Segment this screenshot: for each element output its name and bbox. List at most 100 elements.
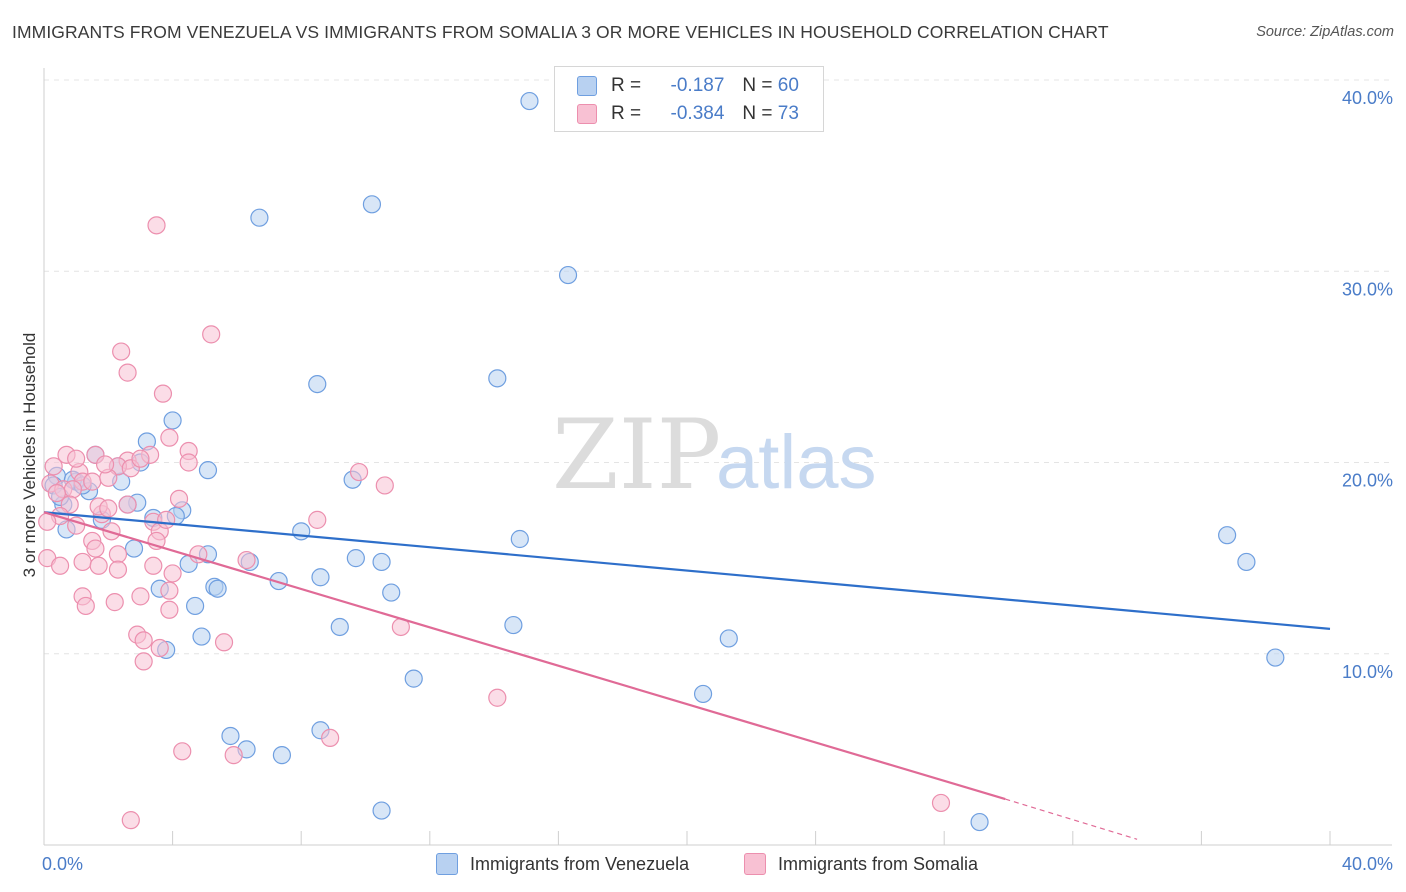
legend-r-label: R = [611, 103, 642, 124]
y-tick-label: 10.0% [1342, 662, 1393, 682]
x-tick-label: 40.0% [1342, 854, 1393, 874]
venezuela-point [362, 195, 382, 214]
venezuela-point [1218, 526, 1237, 545]
venezuela-point [272, 746, 292, 765]
zipatlas-watermark: ZIP atlas [552, 399, 877, 511]
somalia-legend-label: Immigrants from Somalia [778, 853, 979, 874]
somalia-point [157, 510, 176, 529]
somalia-point [121, 811, 140, 830]
venezuela-point [382, 583, 401, 602]
venezuela-point [520, 91, 539, 111]
somalia-point [131, 587, 150, 606]
somalia-trendline [43, 511, 1006, 801]
venezuela-legend-swatch [436, 853, 458, 875]
somalia-legend-swatch [744, 853, 766, 875]
somalia-point [95, 455, 115, 474]
watermark-atlas: atlas [716, 420, 877, 505]
somalia-point [67, 449, 86, 468]
somalia-point [931, 793, 951, 813]
venezuela-point [250, 208, 269, 227]
somalia-point [163, 564, 182, 583]
somalia-point [375, 476, 394, 495]
venezuela-point [372, 801, 391, 820]
somalia-point [83, 472, 102, 491]
y-tick-labels: 10.0% 20.0% 30.0% 40.0% [1342, 88, 1393, 682]
legend-r-label: R = [611, 75, 642, 96]
venezuela-point [719, 629, 738, 648]
somalia-point [202, 325, 221, 344]
venezuela-point [221, 726, 240, 746]
venezuela-point [192, 627, 211, 646]
somalia-point [150, 638, 169, 658]
somalia-point [73, 552, 92, 572]
venezuela-point [198, 461, 218, 480]
somalia-point [47, 484, 66, 503]
bottom-legend-venezuela: Immigrants from Venezuela [436, 850, 689, 878]
somalia-point [131, 449, 150, 468]
venezuela-point [124, 539, 144, 558]
legend-row-venezuela: R = -0.187 N = 60 [577, 72, 799, 100]
somalia-point [144, 556, 163, 575]
somalia-point [44, 457, 63, 476]
source-label: Source: ZipAtlas.com [1256, 24, 1394, 40]
somalia-point [112, 342, 131, 361]
venezuela-n-value: 60 [777, 75, 799, 96]
trendlines [43, 511, 1331, 840]
y-axis-title: 3 or more Vehicles in Household [20, 333, 39, 578]
bottom-legend-somalia: Immigrants from Somalia [744, 850, 978, 878]
somalia-point [118, 363, 137, 382]
venezuela-point [308, 374, 327, 394]
somalia-point [214, 633, 234, 652]
somalia-point [134, 652, 153, 671]
venezuela-point [163, 411, 182, 430]
venezuela-point [186, 596, 205, 616]
somalia-point [99, 499, 118, 518]
chart-title: IMMIGRANTS FROM VENEZUELA VS IMMIGRANTS … [12, 22, 1109, 42]
somalia-point [321, 728, 340, 748]
venezuela-swatch [577, 76, 597, 96]
watermark-zip: ZIP [552, 399, 721, 511]
venezuela-point [292, 522, 311, 541]
venezuela-point [488, 369, 507, 388]
venezuela-point [346, 549, 365, 568]
somalia-point [86, 539, 105, 558]
somalia-point [63, 480, 83, 499]
somalia-point [153, 384, 173, 403]
somalia-point [169, 489, 189, 508]
somalia-point [488, 688, 507, 707]
legend-n-label: N = [742, 75, 773, 96]
somalia-point [105, 593, 124, 612]
somalia-r-value: -0.384 [670, 103, 725, 124]
venezuela-point [504, 615, 523, 635]
somalia-point [108, 560, 128, 579]
somalia-point [173, 742, 192, 761]
somalia-point [108, 545, 128, 564]
somalia-swatch [577, 104, 597, 124]
somalia-point [160, 581, 179, 600]
somalia-point [160, 428, 179, 447]
venezuela-point [558, 265, 578, 285]
somalia-point [76, 596, 95, 616]
venezuela-point [404, 669, 423, 688]
legend-row-somalia: R = -0.384 N = 73 [577, 100, 799, 128]
somalia-point [349, 462, 369, 482]
somalia-point [160, 600, 179, 619]
correlation-legend: R = -0.187 N = 60 R = -0.384 N = 73 [554, 66, 824, 132]
somalia-point [224, 746, 243, 765]
y-tick-label: 40.0% [1342, 88, 1393, 108]
venezuela-point [330, 617, 349, 637]
somalia-point [118, 495, 137, 514]
venezuela-point [311, 568, 330, 587]
y-tick-label: 20.0% [1342, 471, 1393, 491]
legend-n-label: N = [742, 103, 773, 124]
axes [43, 68, 1392, 846]
x-tick-labels: 0.0% 40.0% [42, 854, 1393, 874]
somalia-point [237, 550, 256, 570]
somalia-trendline-extension [1005, 798, 1138, 840]
venezuela-point [208, 579, 227, 598]
y-tick-label: 30.0% [1342, 279, 1393, 299]
venezuela-point [372, 552, 391, 572]
venezuela-point [1266, 648, 1285, 667]
somalia-point [134, 631, 153, 650]
venezuela-point [510, 529, 529, 549]
